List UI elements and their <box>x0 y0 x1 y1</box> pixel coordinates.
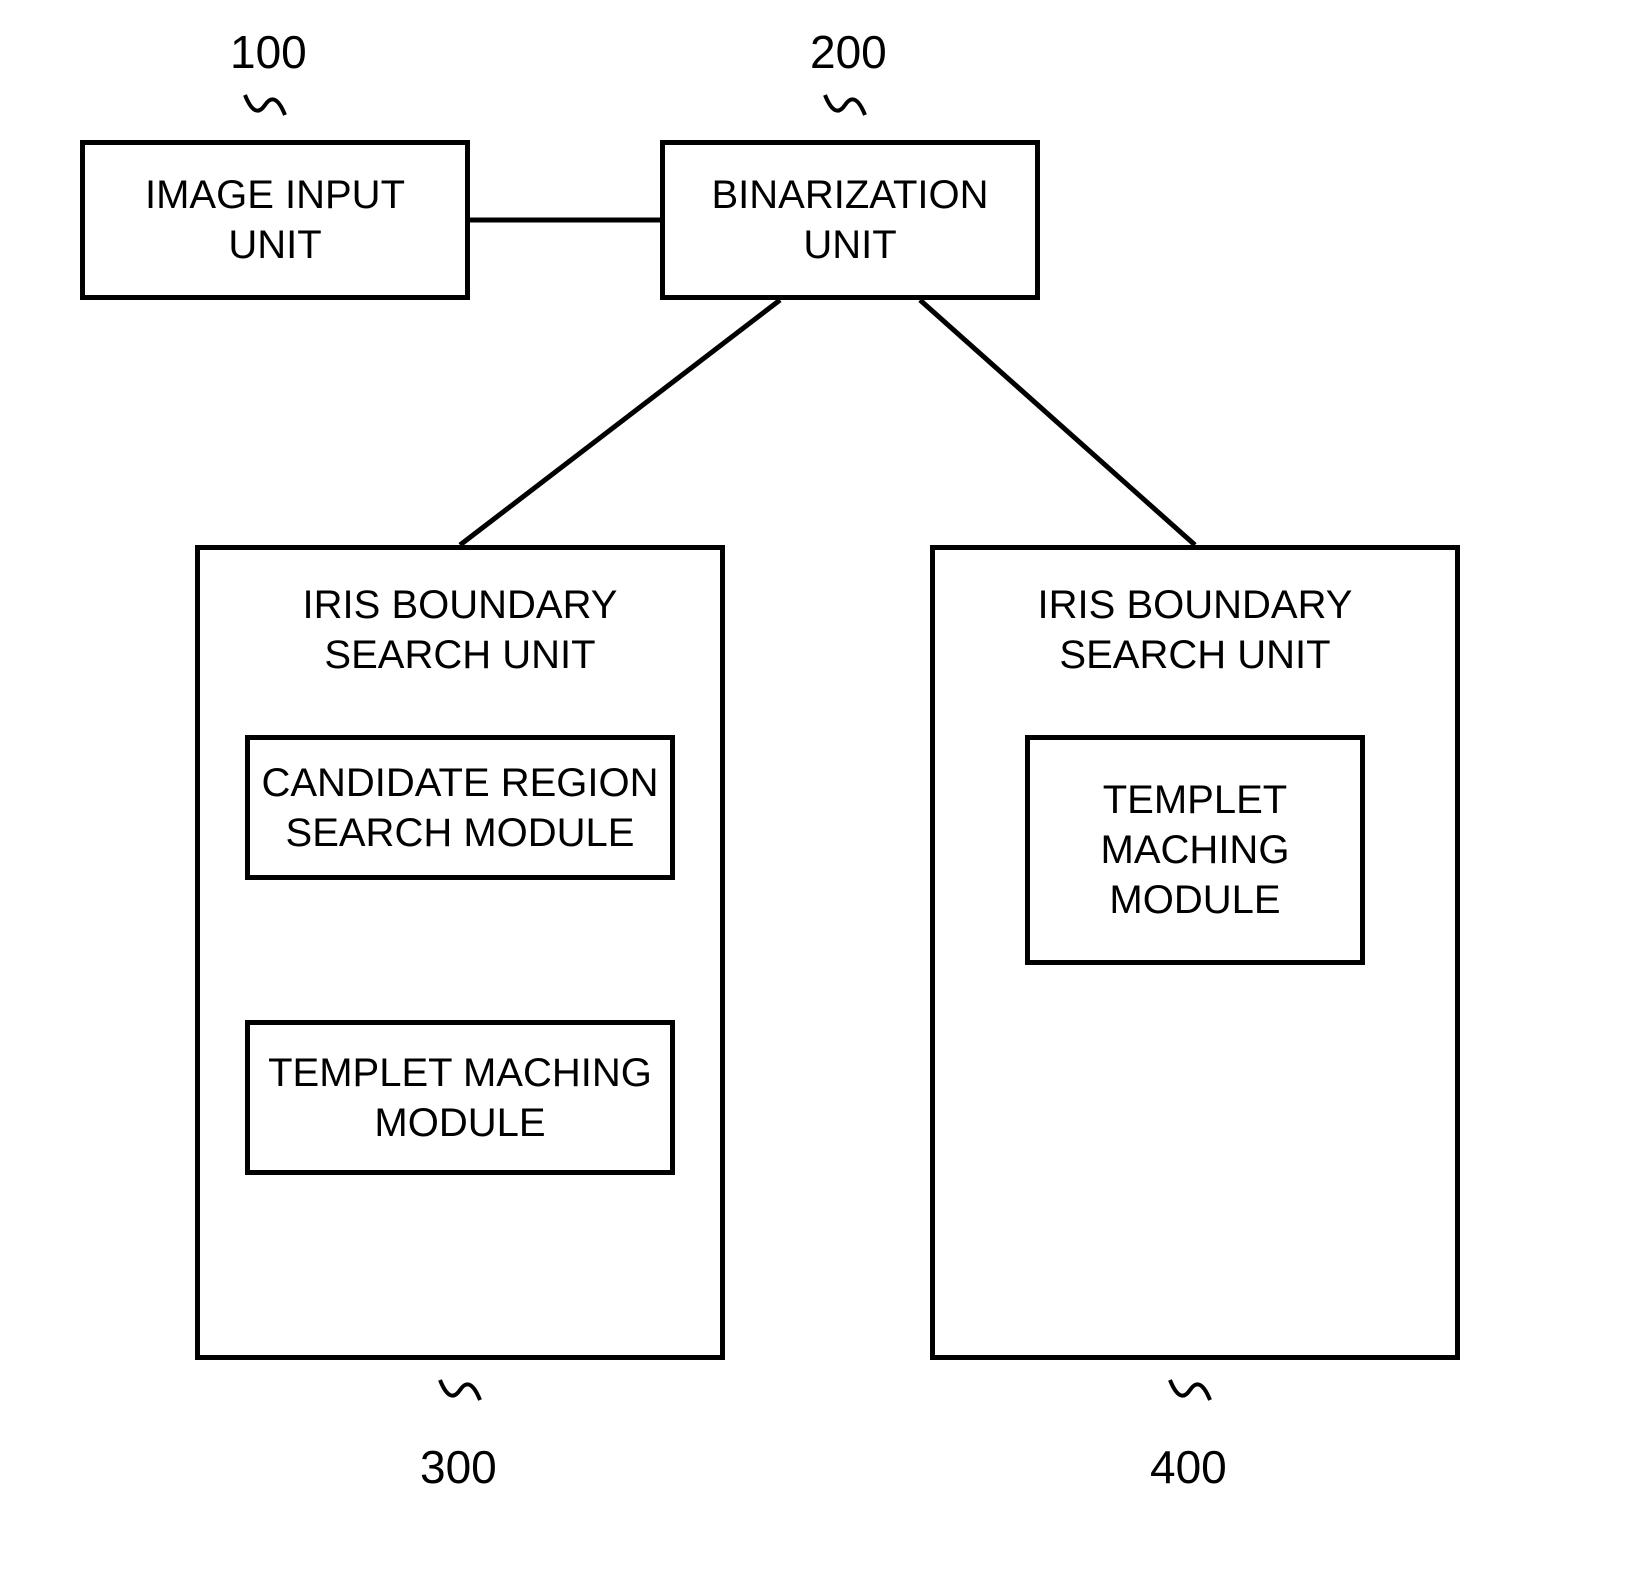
ref-300: 300 <box>420 1440 497 1494</box>
edge-1 <box>460 300 780 545</box>
templet-right-module: TEMPLETMACHINGMODULE <box>1025 735 1365 965</box>
squiggle-300 <box>435 1375 485 1410</box>
ref-200: 200 <box>810 25 887 79</box>
squiggle-100 <box>240 90 290 125</box>
squiggle-400 <box>1165 1375 1215 1410</box>
candidate-region-module: CANDIDATE REGIONSEARCH MODULE <box>245 735 675 880</box>
iris-left-title: IRIS BOUNDARYSEARCH UNIT <box>303 580 618 680</box>
iris-boundary-left: IRIS BOUNDARYSEARCH UNIT <box>195 545 725 1360</box>
templet-right-label: TEMPLETMACHINGMODULE <box>1101 775 1290 925</box>
image-input-unit: IMAGE INPUTUNIT <box>80 140 470 300</box>
templet-left-label: TEMPLET MACHINGMODULE <box>268 1048 652 1148</box>
diagram-canvas: 100 200 300 310 320 400 410 IMAGE INPUTU… <box>0 0 1629 1591</box>
squiggle-200 <box>820 90 870 125</box>
templet-left-module: TEMPLET MACHINGMODULE <box>245 1020 675 1175</box>
edge-2 <box>920 300 1195 545</box>
binarization-unit: BINARIZATIONUNIT <box>660 140 1040 300</box>
ref-400: 400 <box>1150 1440 1227 1494</box>
iris-right-title: IRIS BOUNDARYSEARCH UNIT <box>1038 580 1353 680</box>
binarization-label: BINARIZATIONUNIT <box>711 170 988 270</box>
ref-100: 100 <box>230 25 307 79</box>
candidate-region-label: CANDIDATE REGIONSEARCH MODULE <box>261 758 658 858</box>
image-input-label: IMAGE INPUTUNIT <box>145 170 405 270</box>
